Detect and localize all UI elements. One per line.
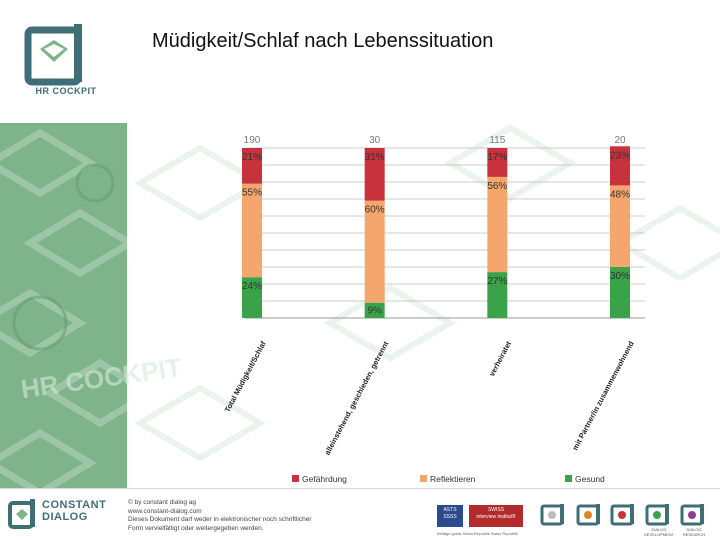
legend-swatch bbox=[292, 475, 299, 482]
sidebar-pattern bbox=[0, 123, 127, 488]
brand-line-2: DIALOG bbox=[42, 511, 88, 523]
badge-2-line-1: SWISS bbox=[487, 507, 505, 513]
swiss-interview-badge: SWISS interview institut® bbox=[469, 505, 523, 527]
product-logo-1[interactable] bbox=[540, 504, 568, 526]
bar-segment bbox=[610, 267, 630, 318]
bar-count-label: 190 bbox=[244, 135, 261, 146]
footer: CONSTANT DIALOG © by constant dialog ag … bbox=[0, 488, 720, 541]
category-label: mit Partner/in zusammenwohnend bbox=[570, 339, 635, 451]
data-label: 23% bbox=[610, 150, 630, 161]
constant-dialog-logo bbox=[8, 499, 35, 529]
bar-segment bbox=[242, 183, 262, 278]
data-label: 9% bbox=[367, 305, 382, 316]
bar-count-label: 30 bbox=[369, 135, 381, 146]
legend-swatch bbox=[565, 475, 572, 482]
bar-segment bbox=[610, 146, 630, 186]
logo-text: HR COCKPIT bbox=[35, 86, 97, 96]
bar-count-label: 20 bbox=[614, 135, 626, 146]
bar-segment bbox=[364, 302, 385, 318]
bar-segment bbox=[610, 185, 630, 267]
notice-line-1: Dieses Dokument darf weder in elektronis… bbox=[128, 516, 312, 523]
bar-segment bbox=[242, 277, 262, 318]
data-label: 31% bbox=[365, 152, 385, 163]
sidebar bbox=[0, 0, 127, 488]
category-label: verheiratet bbox=[487, 339, 513, 378]
bar-segment bbox=[487, 148, 508, 177]
data-label: 60% bbox=[365, 205, 385, 216]
copyright-text: © by constant dialog ag bbox=[128, 499, 197, 506]
product-logo-3[interactable] bbox=[610, 504, 638, 526]
data-label: 55% bbox=[242, 188, 262, 199]
product-logo-2[interactable] bbox=[576, 504, 604, 526]
notice-line-2: Form vervielfältigt oder weitergegeben w… bbox=[128, 524, 264, 532]
legend-label: Gefährdung bbox=[302, 474, 347, 484]
copyright-notice: © by constant dialog ag www.constant-dia… bbox=[128, 499, 378, 533]
badge-2-line-2: interview institut® bbox=[476, 514, 516, 520]
category-label: alleinstehend, geschieden, getrennt bbox=[323, 339, 391, 456]
hr-cockpit-logo bbox=[24, 24, 82, 86]
asts-badge: ASTS SSSS bbox=[437, 505, 463, 527]
badge-1-line-2: SSSS bbox=[443, 514, 457, 520]
product-caption-5: DIALOG RESEARCH bbox=[682, 527, 706, 537]
bar-segment bbox=[364, 200, 385, 303]
data-label: 24% bbox=[242, 281, 262, 292]
stacked-bar-chart: 24% 55% 21% 190 Total Müdigkeit/Schlaf 9% 60% 3… bbox=[223, 135, 645, 484]
badge-1-line-1: ASTS bbox=[443, 507, 457, 513]
product-logo-5[interactable] bbox=[680, 504, 708, 526]
page-title: Müdigkeit/Schlaf nach Lebenssituation bbox=[152, 30, 494, 52]
category-label: Total Müdigkeit/Schlaf bbox=[223, 339, 268, 413]
website-link[interactable]: www.constant-dialog.com bbox=[128, 507, 202, 515]
data-label: 17% bbox=[487, 152, 507, 163]
bar-segment bbox=[487, 272, 508, 318]
data-label: 27% bbox=[487, 276, 507, 287]
data-label: 30% bbox=[610, 271, 630, 282]
constant-dialog-brand: CONSTANT DIALOG bbox=[42, 499, 106, 523]
legend-label: Gesund bbox=[575, 474, 605, 484]
legend-swatch bbox=[420, 475, 427, 482]
bar-segment bbox=[242, 148, 262, 184]
data-label: 21% bbox=[242, 152, 262, 163]
bar-count-label: 115 bbox=[489, 135, 505, 146]
product-caption-4: DIALOG DEVELOPMENT bbox=[643, 527, 675, 537]
badge-caption: Beitäge gratis Swiss Republik Swiss Repu… bbox=[437, 531, 518, 536]
legend-label: Reflektieren bbox=[430, 474, 476, 484]
bar-segment bbox=[487, 176, 508, 273]
bar-segment bbox=[364, 148, 385, 201]
product-logo-4[interactable] bbox=[645, 504, 673, 526]
data-label: 48% bbox=[610, 189, 630, 200]
sidebar-logo-area bbox=[0, 0, 127, 123]
brand-line-1: CONSTANT bbox=[42, 499, 107, 511]
data-label: 56% bbox=[487, 181, 507, 192]
